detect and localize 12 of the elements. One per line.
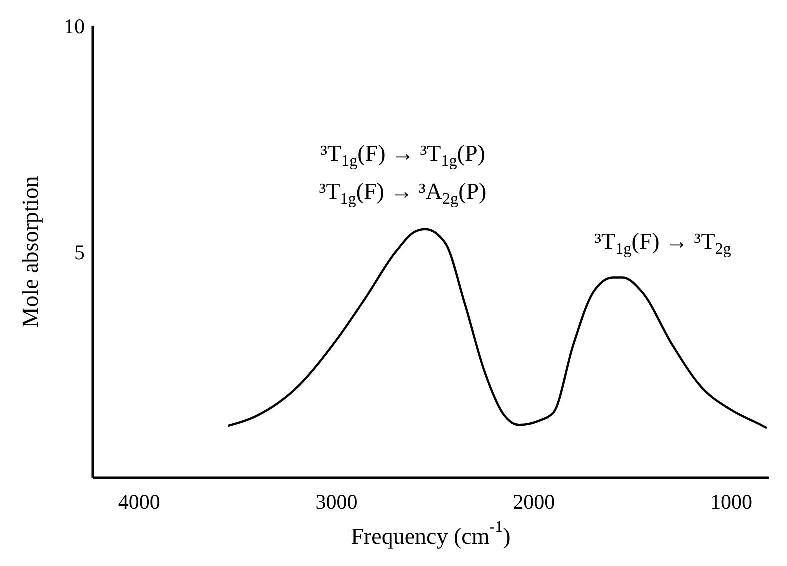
y-tick-label: 10 <box>64 14 85 38</box>
x-tick-label: 2000 <box>513 490 556 514</box>
y-tick-label: 5 <box>74 240 85 264</box>
annotation: ³T$_{1g}$(F) → ³T$_{2g}$ <box>594 228 732 258</box>
annotation: ³T$_{1g}$(F) → ³T$_{1g}$(P) <box>320 140 486 170</box>
line-series <box>227 228 768 430</box>
x-tick-label: 3000 <box>316 490 358 514</box>
x-axis-title: Frequency (cm$^{-1}$) <box>351 519 511 548</box>
x-tick-label: 4000 <box>118 490 160 514</box>
x-tick-label: 1000 <box>710 490 752 514</box>
y-axis-title: Mole absorption <box>18 176 42 328</box>
annotation: ³T$_{1g}$(F) → ³A$_{2g}$(P) <box>319 178 487 208</box>
